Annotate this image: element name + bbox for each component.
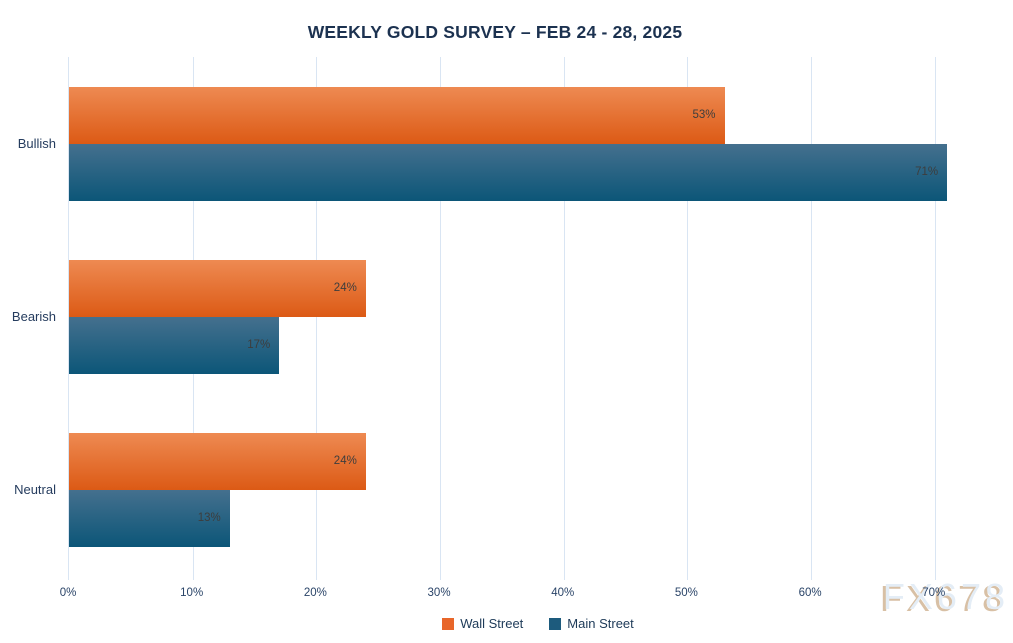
x-tick-label: 10% — [180, 587, 204, 599]
x-tick-label: 20% — [303, 587, 327, 599]
gridline — [316, 57, 318, 580]
category-label-bullish: Bullish — [17, 135, 56, 151]
bar-main-street: 17% — [69, 316, 280, 374]
legend-swatch-wall-street — [442, 617, 455, 630]
x-tick-label: 30% — [427, 587, 451, 599]
legend-item-wall-street: Wall Street — [442, 616, 523, 631]
legend-item-main-street: Main Street — [549, 616, 634, 631]
legend: Wall Street Main Street — [68, 616, 1008, 631]
watermark: FX678 — [882, 576, 1009, 617]
bar-value-label: 24% — [333, 282, 357, 294]
gridline — [687, 57, 689, 580]
bar-main-street: 13% — [69, 489, 230, 547]
bar-wall-street: 24% — [69, 432, 366, 490]
plot-area: 53% 71% 24% 17% 24% 13% — [68, 57, 1009, 580]
bar-value-label: 53% — [692, 109, 716, 121]
category-label-neutral: Neutral — [14, 481, 56, 497]
legend-label: Wall Street — [460, 616, 524, 631]
chart-title: WEEKLY GOLD SURVEY – FEB 24 - 28, 2025 — [307, 22, 683, 42]
bar-main-street: 71% — [69, 143, 948, 201]
bar-value-label: 13% — [197, 512, 221, 524]
legend-label: Main Street — [567, 616, 634, 631]
bar-value-label: 17% — [247, 339, 271, 351]
x-tick-label: 40% — [551, 587, 575, 599]
gridline — [440, 57, 442, 580]
x-tick-label: 60% — [798, 587, 822, 599]
x-tick-label: 0% — [59, 587, 77, 599]
bar-value-label: 71% — [915, 166, 939, 178]
legend-swatch-main-street — [549, 617, 562, 630]
category-label-bearish: Bearish — [11, 308, 56, 324]
x-tick-label: 50% — [674, 587, 698, 599]
gridline — [934, 57, 936, 580]
gridline — [811, 57, 813, 580]
bar-value-label: 24% — [333, 455, 357, 467]
gridline — [563, 57, 565, 580]
bar-wall-street: 24% — [69, 259, 366, 317]
bar-wall-street: 53% — [69, 86, 725, 144]
x-tick-label: 70% — [922, 587, 946, 599]
